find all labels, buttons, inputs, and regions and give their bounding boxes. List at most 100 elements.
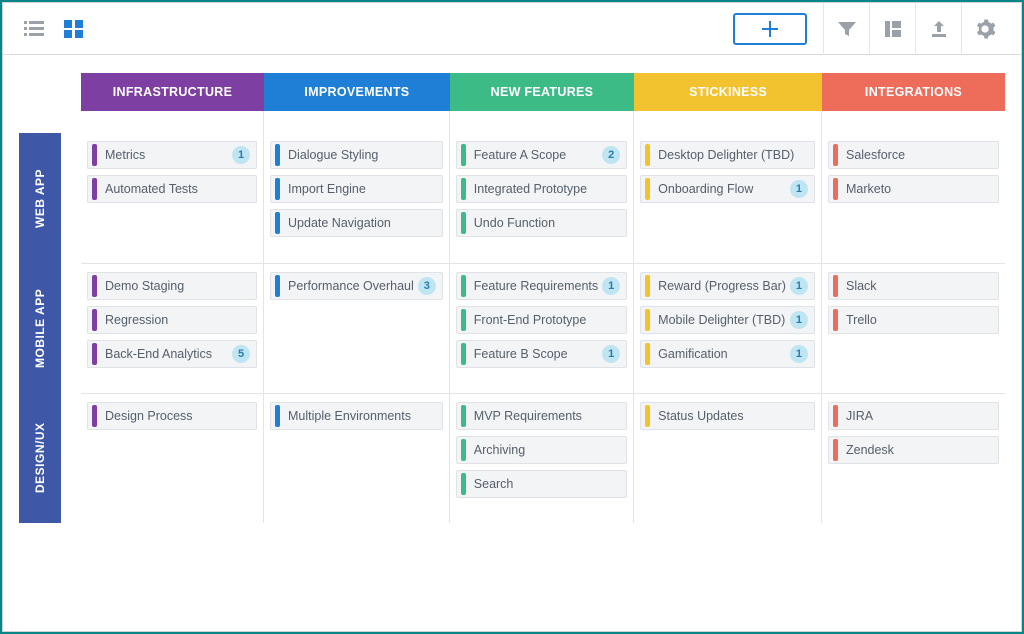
- card-title: Search: [474, 477, 626, 491]
- board-cell[interactable]: JIRA Zendesk: [822, 393, 1005, 523]
- card[interactable]: Slack: [828, 272, 999, 300]
- column-header[interactable]: INTEGRATIONS: [822, 73, 1005, 111]
- card[interactable]: Onboarding Flow 1: [640, 175, 815, 203]
- card-title: Status Updates: [658, 409, 814, 423]
- card-title: Back-End Analytics: [105, 347, 228, 361]
- filter-icon[interactable]: [823, 3, 869, 55]
- card[interactable]: Front-End Prototype: [456, 306, 627, 334]
- card-badge: 1: [602, 345, 620, 363]
- card-badge: 1: [602, 277, 620, 295]
- card[interactable]: Status Updates: [640, 402, 815, 430]
- card-badge: 1: [790, 180, 808, 198]
- gear-icon[interactable]: [961, 3, 1007, 55]
- card-color-bar: [461, 473, 466, 495]
- board-cell[interactable]: Salesforce Marketo: [822, 133, 1005, 263]
- layout-icon[interactable]: [869, 3, 915, 55]
- card[interactable]: MVP Requirements: [456, 402, 627, 430]
- card-title: Zendesk: [846, 443, 998, 457]
- swimlane-label[interactable]: MOBILE APP: [19, 263, 61, 393]
- export-icon[interactable]: [915, 3, 961, 55]
- board-cell[interactable]: Dialogue Styling Import Engine Update Navi…: [264, 133, 450, 263]
- view-switcher: [17, 12, 91, 46]
- card-color-bar: [645, 343, 650, 365]
- card-title: Gamification: [658, 347, 786, 361]
- card[interactable]: Metrics1: [87, 141, 257, 169]
- board-cell[interactable]: Metrics1 Automated Tests: [81, 133, 264, 263]
- card[interactable]: Regression: [87, 306, 257, 334]
- card[interactable]: Gamification1: [640, 340, 815, 368]
- card[interactable]: Design Process: [87, 402, 257, 430]
- board-cell[interactable]: Feature Requirements 1 Front-End Prototype…: [450, 263, 634, 393]
- column-header-label: INTEGRATIONS: [865, 85, 962, 99]
- swimlane-label[interactable]: WEB APP: [19, 133, 61, 263]
- card[interactable]: Performance Overhaul 3: [270, 272, 443, 300]
- card[interactable]: Automated Tests: [87, 175, 257, 203]
- card-color-bar: [833, 178, 838, 200]
- card-title: Integrated Prototype: [474, 182, 626, 196]
- board-cell[interactable]: Desktop Delighter (TBD) Onboarding Flow 1: [634, 133, 822, 263]
- card-title: Dialogue Styling: [288, 148, 442, 162]
- card-color-bar: [645, 405, 650, 427]
- card-color-bar: [92, 144, 97, 166]
- card[interactable]: Integrated Prototype: [456, 175, 627, 203]
- swimlane-label[interactable]: DESIGN/UX: [19, 393, 61, 523]
- board-cell[interactable]: Slack Trello: [822, 263, 1005, 393]
- card-title: Salesforce: [846, 148, 998, 162]
- column-header[interactable]: NEW FEATURES: [450, 73, 634, 111]
- kanban-board: INFRASTRUCTUREIMPROVEMENTS NEW FEATURES ST…: [3, 55, 1021, 631]
- card-color-bar: [645, 144, 650, 166]
- card[interactable]: JIRA: [828, 402, 999, 430]
- card[interactable]: Mobile Delighter (TBD)1: [640, 306, 815, 334]
- board-cell[interactable]: Status Updates: [634, 393, 822, 523]
- card[interactable]: Trello: [828, 306, 999, 334]
- swimlane-label-text: MOBILE APP: [33, 288, 47, 367]
- card-title: Multiple Environments: [288, 409, 442, 423]
- card[interactable]: Salesforce: [828, 141, 999, 169]
- card[interactable]: Undo Function: [456, 209, 627, 237]
- card-color-bar: [645, 275, 650, 297]
- card[interactable]: Archiving: [456, 436, 627, 464]
- board-cell[interactable]: Performance Overhaul 3: [264, 263, 450, 393]
- board-cell[interactable]: Reward (Progress Bar)1 Mobile Delighter (…: [634, 263, 822, 393]
- card[interactable]: Multiple Environments: [270, 402, 443, 430]
- card-title: Feature Requirements: [474, 279, 598, 293]
- board-cell[interactable]: Design Process: [81, 393, 264, 523]
- card[interactable]: Feature A Scope2: [456, 141, 627, 169]
- card[interactable]: Import Engine: [270, 175, 443, 203]
- column-header[interactable]: STICKINESS: [634, 73, 822, 111]
- board-cell[interactable]: Demo Staging Regression Back-End Analytics…: [81, 263, 264, 393]
- card[interactable]: Zendesk: [828, 436, 999, 464]
- column-header-label: NEW FEATURES: [491, 85, 594, 99]
- card[interactable]: Marketo: [828, 175, 999, 203]
- add-button[interactable]: [733, 13, 807, 45]
- board-cell[interactable]: Feature A Scope2 Integrated Prototype Undo…: [450, 133, 634, 263]
- card-title: Mobile Delighter (TBD): [658, 313, 786, 327]
- card-title: Onboarding Flow: [658, 182, 786, 196]
- card-badge: 3: [418, 277, 436, 295]
- card[interactable]: Feature Requirements 1: [456, 272, 627, 300]
- card-title: Slack: [846, 279, 998, 293]
- card[interactable]: Feature B Scope1: [456, 340, 627, 368]
- card-color-bar: [92, 405, 97, 427]
- card-color-bar: [461, 405, 466, 427]
- card[interactable]: Search: [456, 470, 627, 498]
- column-header[interactable]: INFRASTRUCTURE: [81, 73, 264, 111]
- card-color-bar: [92, 343, 97, 365]
- card[interactable]: Update Navigation: [270, 209, 443, 237]
- card-color-bar: [461, 439, 466, 461]
- card-title: JIRA: [846, 409, 998, 423]
- board-cell[interactable]: Multiple Environments: [264, 393, 450, 523]
- card[interactable]: Demo Staging: [87, 272, 257, 300]
- list-view-icon[interactable]: [17, 12, 51, 46]
- card[interactable]: Dialogue Styling: [270, 141, 443, 169]
- grid-view-icon[interactable]: [57, 12, 91, 46]
- card-title: Front-End Prototype: [474, 313, 626, 327]
- card-title: Performance Overhaul: [288, 279, 414, 293]
- card[interactable]: Back-End Analytics5: [87, 340, 257, 368]
- board-cell[interactable]: MVP Requirements Archiving Search: [450, 393, 634, 523]
- card[interactable]: Reward (Progress Bar)1: [640, 272, 815, 300]
- column-header[interactable]: IMPROVEMENTS: [264, 73, 450, 111]
- toolbar: [3, 3, 1021, 55]
- card[interactable]: Desktop Delighter (TBD): [640, 141, 815, 169]
- card-title: Feature A Scope: [474, 148, 598, 162]
